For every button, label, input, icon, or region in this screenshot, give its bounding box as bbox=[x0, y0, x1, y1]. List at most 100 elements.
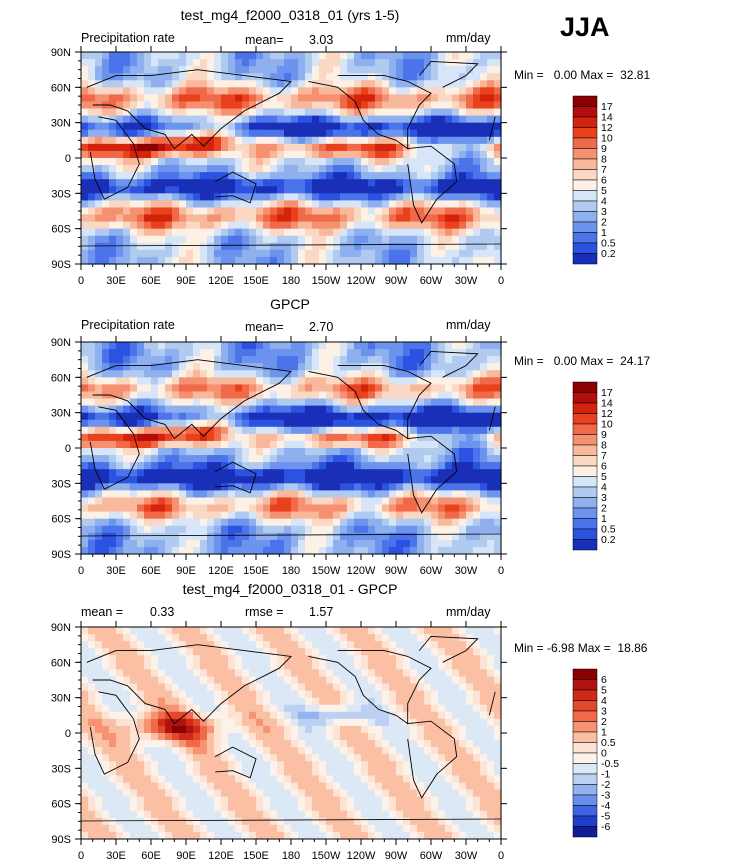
heatmap-cell bbox=[487, 462, 495, 470]
heatmap-cell bbox=[375, 697, 383, 706]
heatmap-cell bbox=[382, 440, 390, 449]
heatmap-cell bbox=[214, 462, 222, 470]
heatmap-cell bbox=[116, 740, 124, 748]
heatmap-cell bbox=[368, 256, 376, 265]
heatmap-cell bbox=[137, 108, 145, 117]
heatmap-cell bbox=[396, 363, 404, 371]
heatmap-cell bbox=[186, 214, 194, 223]
heatmap-cell bbox=[95, 405, 103, 414]
heatmap-cell bbox=[494, 158, 502, 166]
heatmap-cell bbox=[375, 356, 383, 364]
heatmap-cell bbox=[165, 546, 173, 555]
heatmap-cell bbox=[431, 412, 439, 421]
heatmap-cell bbox=[228, 80, 236, 88]
colorbar-box bbox=[572, 434, 598, 446]
heatmap-cell bbox=[438, 662, 446, 670]
heatmap-cell bbox=[116, 634, 124, 642]
heatmap-cell bbox=[200, 172, 208, 180]
heatmap-cell bbox=[242, 511, 250, 520]
heatmap-cell bbox=[291, 455, 299, 463]
heatmap-cell bbox=[291, 669, 299, 678]
heatmap-cell bbox=[389, 214, 397, 223]
heatmap-cell bbox=[368, 419, 376, 428]
heatmap-cell bbox=[333, 669, 341, 678]
heatmap-cell bbox=[298, 207, 306, 216]
heatmap-cell bbox=[340, 641, 348, 649]
heatmap-cell bbox=[480, 94, 488, 103]
heatmap-cell bbox=[487, 356, 495, 364]
panel-3-rmse-label: rmse = bbox=[245, 605, 284, 619]
heatmap-cell bbox=[200, 448, 208, 456]
heatmap-cell bbox=[375, 165, 383, 173]
heatmap-cell bbox=[235, 391, 243, 400]
heatmap-cell bbox=[207, 87, 215, 95]
colorbar-box bbox=[572, 169, 598, 181]
heatmap-cell bbox=[284, 448, 292, 456]
heatmap-cell bbox=[228, 405, 236, 414]
heatmap-cell bbox=[151, 662, 159, 670]
heatmap-cell bbox=[473, 440, 481, 449]
heatmap-cell bbox=[382, 66, 390, 74]
heatmap-cell bbox=[396, 627, 404, 635]
heatmap-cell bbox=[417, 108, 425, 117]
heatmap-cell bbox=[396, 412, 404, 421]
heatmap-cell bbox=[221, 655, 229, 663]
heatmap-cell bbox=[277, 546, 285, 555]
heatmap-cell bbox=[354, 108, 362, 117]
heatmap-cell bbox=[487, 405, 495, 414]
heatmap-cell bbox=[459, 725, 467, 734]
heatmap-cell bbox=[263, 518, 271, 527]
panel-2-title: GPCP bbox=[270, 296, 310, 312]
heatmap-cell bbox=[130, 256, 138, 265]
heatmap-cell bbox=[249, 476, 257, 484]
heatmap-cell bbox=[151, 129, 159, 138]
heatmap-cell bbox=[228, 391, 236, 400]
heatmap-cell bbox=[186, 546, 194, 555]
heatmap-cell bbox=[228, 634, 236, 642]
heatmap-cell bbox=[179, 186, 187, 194]
heatmap-cell bbox=[81, 52, 89, 60]
heatmap-cell bbox=[200, 711, 208, 720]
heatmap-cell bbox=[277, 733, 285, 741]
heatmap-cell bbox=[298, 669, 306, 678]
heatmap-cell bbox=[193, 539, 201, 548]
heatmap-cell bbox=[298, 363, 306, 371]
heatmap-cell bbox=[333, 242, 341, 251]
heatmap-cell bbox=[431, 725, 439, 734]
heatmap-cell bbox=[312, 150, 320, 159]
heatmap-cell bbox=[221, 370, 229, 378]
heatmap-cell bbox=[116, 718, 124, 727]
heatmap-cell bbox=[256, 483, 264, 491]
heatmap-cell bbox=[263, 143, 271, 152]
heatmap-cell bbox=[403, 532, 411, 541]
heatmap-cell bbox=[123, 242, 131, 251]
heatmap-cell bbox=[368, 683, 376, 692]
heatmap-cell bbox=[347, 655, 355, 663]
heatmap-cell bbox=[396, 690, 404, 699]
heatmap-cell bbox=[382, 704, 390, 713]
heatmap-cell bbox=[424, 59, 432, 67]
heatmap-cell bbox=[424, 405, 432, 414]
heatmap-cell bbox=[200, 59, 208, 67]
heatmap-cell bbox=[298, 200, 306, 209]
heatmap-cell bbox=[95, 228, 103, 237]
heatmap-cell bbox=[193, 172, 201, 180]
heatmap-cell bbox=[123, 342, 131, 350]
heatmap-cell bbox=[305, 136, 313, 145]
heatmap-cell bbox=[347, 483, 355, 491]
heatmap-cell bbox=[445, 108, 453, 117]
heatmap-cell bbox=[459, 256, 467, 265]
heatmap-cell bbox=[396, 546, 404, 555]
heatmap-cell bbox=[347, 150, 355, 159]
heatmap-cell bbox=[186, 518, 194, 527]
heatmap-cell bbox=[312, 455, 320, 463]
heatmap-cell bbox=[396, 662, 404, 670]
heatmap-cell bbox=[172, 200, 180, 209]
heatmap-cell bbox=[494, 256, 502, 265]
heatmap-cell bbox=[172, 539, 180, 548]
heatmap-cell bbox=[200, 405, 208, 414]
heatmap-cell bbox=[214, 419, 222, 428]
heatmap-cell bbox=[214, 143, 222, 152]
heatmap-cell bbox=[137, 150, 145, 159]
heatmap-cell bbox=[403, 122, 411, 131]
